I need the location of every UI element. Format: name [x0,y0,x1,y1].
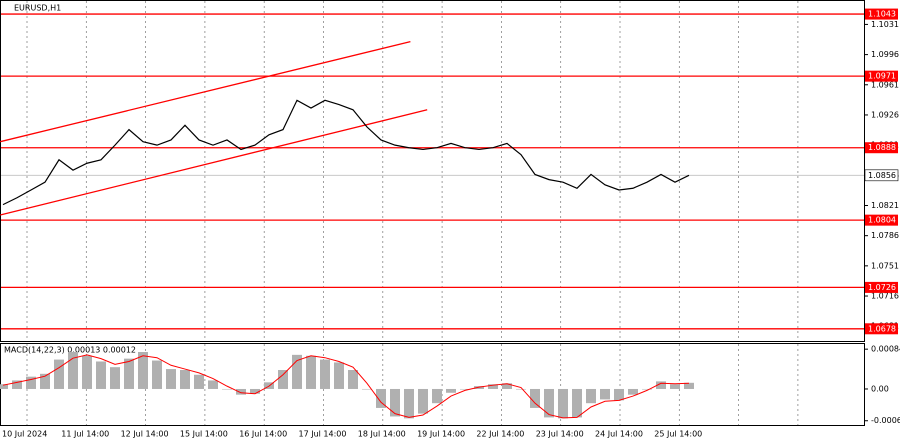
level-label-box [865,214,898,226]
x-tick-label: 12 Jul 14:00 [121,430,169,439]
macd-bar [110,367,120,389]
y-tick-label: 1.0926 [871,110,899,119]
x-tick-label: 11 Jul 14:00 [61,430,109,439]
x-tick-label: 15 Jul 14:00 [180,430,228,439]
macd-bar [656,381,666,389]
macd-bar [418,388,428,414]
y-tick-label: 1.0716 [871,292,899,301]
level-label-box [865,8,898,20]
macd-bar [446,388,456,393]
level-label: 1.0726 [868,283,896,292]
level-label: 1.0888 [868,143,896,152]
level-label: 1.0804 [868,216,896,225]
macd-bar [488,384,498,389]
macd-bar [124,358,134,389]
chart-title: EURUSD,H1 [14,4,61,13]
macd-bar [502,383,512,389]
macd-bar [68,352,78,389]
macd-bar [600,388,610,400]
level-label-box [865,142,898,154]
macd-bar [320,359,330,389]
x-tick-label: 16 Jul 14:00 [239,430,287,439]
macd-bar [278,370,288,389]
macd-bar [544,388,554,418]
macd-bar [348,370,358,389]
channel-line [0,41,411,143]
x-tick-label: 25 Jul 14:00 [654,430,702,439]
macd-bar [96,361,106,389]
macd-bar [12,380,22,389]
macd-bar [40,373,50,389]
macd-bar [0,384,8,389]
macd-bar [390,388,400,417]
current-price-label: 1.0856 [868,171,896,180]
x-tick-label: 10 Jul 2024 [2,430,47,439]
macd-bar [138,352,148,389]
macd-bar [166,369,176,389]
signal-line [2,354,690,419]
macd-bar [572,388,582,418]
y-tick-label: 1.0961 [871,80,899,89]
macd-bar [516,388,526,390]
macd-bar [208,380,218,389]
macd-bar [614,388,624,401]
macd-bar [432,388,442,404]
macd-bar [236,388,246,395]
price-line [2,99,690,206]
y-tick-label: 0.00 [871,384,889,393]
level-label-box [865,323,898,335]
macd-bar [684,382,694,389]
macd-bar [194,374,204,389]
level-label: 1.0971 [868,72,896,81]
macd-bar [376,388,386,408]
x-tick-label: 19 Jul 14:00 [417,430,465,439]
macd-bar [222,388,232,390]
level-label-box [865,70,898,82]
macd-bar [670,384,680,389]
y-tick-label: -0.00067 [871,416,900,425]
channel-line [0,109,428,216]
macd-bar [586,388,596,404]
level-label: 1.0678 [868,324,896,333]
macd-bar [530,388,540,408]
macd-bar [460,388,470,390]
x-tick-label: 17 Jul 14:00 [299,430,347,439]
current-price-box [864,169,899,182]
price-pane [0,0,865,342]
macd-bar [642,388,652,390]
y-tick-label: 1.1031 [871,20,899,29]
macd-bar [250,388,260,394]
macd-bar [292,354,302,389]
y-tick-label: 0.00084 [871,345,900,354]
macd-bar [362,388,372,390]
y-tick-label: 1.0821 [871,201,899,210]
macd-bar [404,388,414,419]
level-label-box [865,281,898,293]
macd-bar [558,388,568,419]
x-tick-label: 24 Jul 14:00 [595,430,643,439]
macd-bar [306,355,316,389]
macd-bar [152,360,162,389]
y-tick-label: 1.0996 [871,50,899,59]
macd-bar [26,376,36,389]
macd-bar [54,359,64,389]
macd-title: MACD(14,22,3) 0.00013 0.00012 [4,346,136,355]
x-tick-label: 23 Jul 14:00 [536,430,584,439]
macd-bar [334,362,344,389]
x-tick-label: 22 Jul 14:00 [476,430,524,439]
macd-bar [180,370,190,389]
macd-bar [628,388,638,395]
level-label: 1.1043 [868,10,896,19]
macd-bar [82,355,92,389]
y-tick-label: 1.0786 [871,231,899,240]
y-tick-label: 1.0751 [871,261,899,270]
x-tick-label: 18 Jul 14:00 [358,430,406,439]
